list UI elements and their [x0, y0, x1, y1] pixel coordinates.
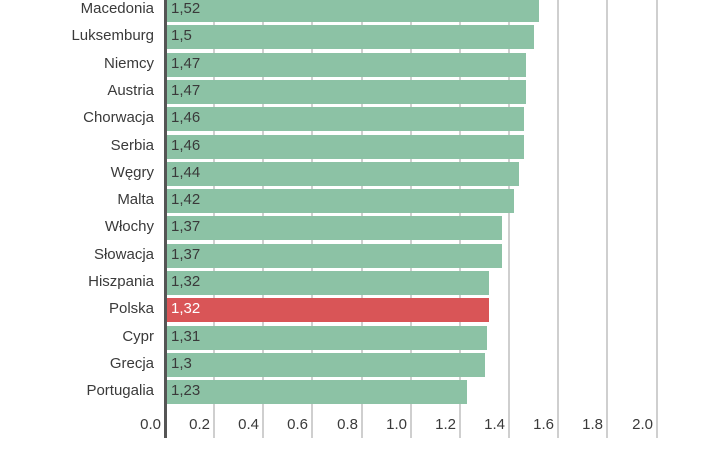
category-label: Macedonia: [80, 0, 154, 17]
value-label: 1,32: [171, 300, 201, 317]
bar-row: Niemcy 1,47: [0, 53, 710, 77]
bar: 1,5: [167, 25, 534, 49]
category-label: Hiszpania: [88, 273, 154, 290]
bar-row: Cypr 1,31: [0, 326, 710, 350]
bar: 1,42: [167, 189, 514, 213]
bar-row: Węgry 1,44: [0, 162, 710, 186]
bar: 1,31: [167, 326, 487, 350]
value-label: 1,5: [171, 27, 192, 44]
category-label: Luksemburg: [71, 27, 154, 44]
category-label: Niemcy: [103, 55, 154, 72]
x-tick-label: 2.0: [632, 416, 653, 433]
y-axis-line: [164, 0, 167, 438]
bar: 1,46: [167, 107, 524, 131]
bar-row: Polska 1,32: [0, 298, 710, 322]
highlighted-bar: 1,32: [167, 298, 489, 322]
value-label: 1,31: [171, 328, 201, 345]
value-label: 1,3: [171, 355, 192, 372]
value-label: 1,44: [171, 164, 201, 181]
x-tick-label: 0.2: [189, 416, 210, 433]
category-label: Chorwacja: [83, 109, 154, 126]
category-label: Portugalia: [86, 382, 154, 399]
value-label: 1,52: [171, 0, 201, 17]
value-label: 1,46: [171, 109, 201, 126]
category-label: Polska: [108, 300, 154, 317]
value-label: 1,47: [171, 82, 201, 99]
x-tick-label: 1.4: [484, 416, 505, 433]
category-label: Malta: [117, 191, 154, 208]
x-tick-label: 0.4: [238, 416, 259, 433]
bar: 1,44: [167, 162, 519, 186]
bar-row: Słowacja 1,37: [0, 244, 710, 268]
category-label: Grecja: [109, 355, 154, 372]
bar-row: Chorwacja 1,46: [0, 107, 710, 131]
bar-row: Macedonia 1,52: [0, 0, 710, 22]
category-label: Słowacja: [93, 246, 154, 263]
bar-row: Portugalia 1,23: [0, 380, 710, 404]
category-label: Serbia: [110, 137, 154, 154]
bar: 1,37: [167, 244, 502, 268]
bar-row: Malta 1,42: [0, 189, 710, 213]
value-label: 1,37: [171, 246, 201, 263]
bar-row: Luksemburg 1,5: [0, 25, 710, 49]
bar: 1,3: [167, 353, 485, 377]
value-label: 1,32: [171, 273, 201, 290]
bar: 1,52: [167, 0, 539, 22]
x-tick-label: 1.2: [435, 416, 456, 433]
gridline: [656, 0, 658, 438]
bar-row: Serbia 1,46: [0, 135, 710, 159]
bar: 1,47: [167, 80, 526, 104]
bar: 1,23: [167, 380, 467, 404]
bar-row: Włochy 1,37: [0, 216, 710, 240]
bar: 1,37: [167, 216, 502, 240]
bar: 1,47: [167, 53, 526, 77]
x-tick-label: 1.0: [386, 416, 407, 433]
category-label: Cypr: [122, 328, 154, 345]
category-label: Austria: [107, 82, 154, 99]
bar-row: Grecja 1,3: [0, 353, 710, 377]
value-label: 1,23: [171, 382, 201, 399]
value-label: 1,37: [171, 218, 201, 235]
x-tick-label: 0.8: [337, 416, 358, 433]
gridline: [606, 0, 608, 438]
value-label: 1,42: [171, 191, 201, 208]
category-label: Węgry: [110, 164, 154, 181]
bar: 1,46: [167, 135, 524, 159]
gridline: [508, 0, 510, 438]
x-tick-label: 1.6: [533, 416, 554, 433]
value-label: 1,46: [171, 137, 201, 154]
category-label: Włochy: [104, 218, 154, 235]
bar-row: Austria 1,47: [0, 80, 710, 104]
x-tick-label: 0.6: [287, 416, 308, 433]
x-tick-label: 0.0: [140, 416, 161, 433]
value-label: 1,47: [171, 55, 201, 72]
bar-row: Hiszpania 1,32: [0, 271, 710, 295]
x-tick-label: 1.8: [582, 416, 603, 433]
bar: 1,32: [167, 271, 489, 295]
gridline: [557, 0, 559, 438]
